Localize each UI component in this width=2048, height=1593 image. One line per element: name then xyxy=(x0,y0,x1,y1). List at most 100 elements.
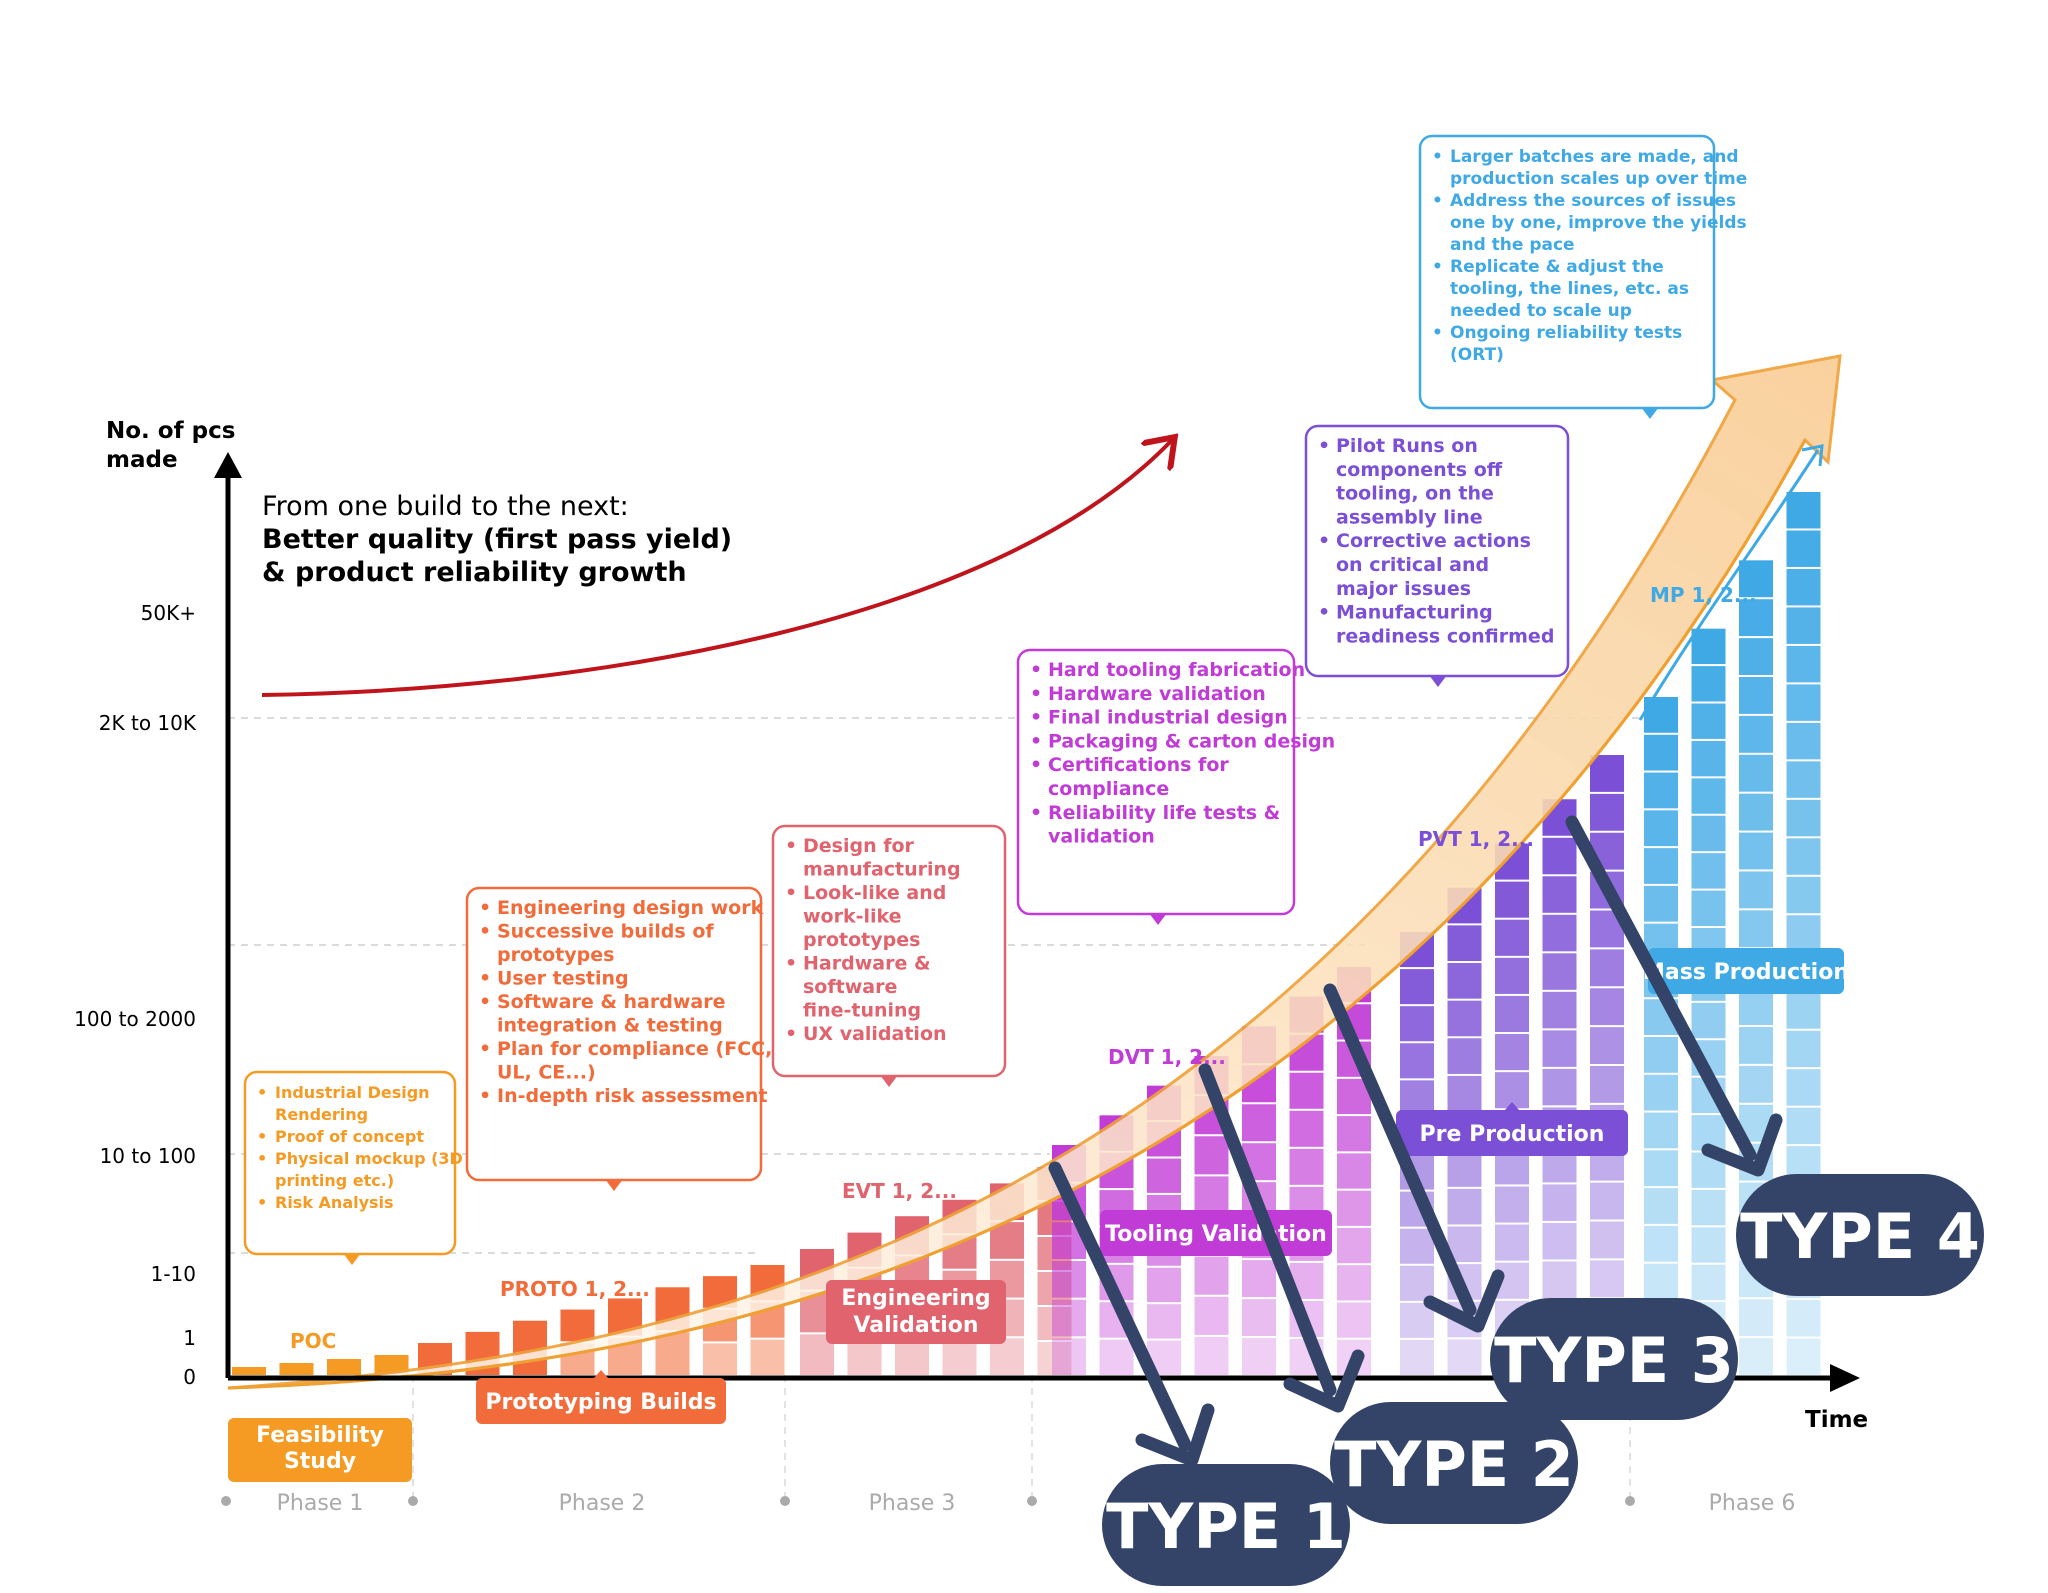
callout-tail xyxy=(1641,407,1659,419)
bar-segment xyxy=(1590,1066,1624,1103)
stage-pill-feasibility: Feasibility Study xyxy=(228,1418,412,1482)
bar-segment xyxy=(1542,914,1577,952)
bar-segment xyxy=(1542,1184,1577,1221)
bullet-dot: • xyxy=(1030,730,1042,752)
bar-segment xyxy=(1242,1338,1276,1375)
bar-segment xyxy=(1691,1264,1726,1301)
phase-label: Phase 2 xyxy=(559,1491,646,1516)
bullet-dot: • xyxy=(1432,191,1443,211)
bar-segment xyxy=(1590,1027,1624,1064)
bar-segment xyxy=(1194,1296,1229,1335)
bar-segment xyxy=(1786,799,1821,837)
type-badge-4: TYPE 4 xyxy=(1736,1174,1984,1296)
growth-note-line2: Better quality (first pass yield) xyxy=(262,524,732,555)
bullet-dot: • xyxy=(257,1193,267,1212)
bar-segment xyxy=(1194,1176,1229,1215)
bar-segment xyxy=(1786,1069,1821,1106)
bar-segment xyxy=(1691,815,1726,852)
bullet-dot: • xyxy=(785,953,797,975)
bar-segment xyxy=(1495,1186,1529,1223)
bar-segment xyxy=(655,1332,690,1375)
callout-bullet: Reliability life tests & validation xyxy=(1048,802,1280,848)
callout-bullet: Hardware validation xyxy=(1048,683,1266,705)
bar-segment xyxy=(1400,1006,1434,1042)
bar-segment xyxy=(1590,1260,1624,1298)
bar-segment xyxy=(1242,1299,1276,1337)
bar-segment xyxy=(1400,1265,1434,1301)
bar-segment xyxy=(1786,761,1821,798)
growth-note-line3: & product reliability growth xyxy=(262,557,687,588)
bar-segment xyxy=(1495,957,1529,994)
bar-segment xyxy=(1289,1148,1324,1185)
bar-segment xyxy=(1542,1030,1577,1067)
bullet-dot: • xyxy=(479,921,491,943)
bar-segment xyxy=(1739,1027,1773,1064)
bar-segment xyxy=(1644,1074,1678,1111)
bar-segment xyxy=(1400,1080,1434,1116)
bar-segment xyxy=(1590,949,1624,987)
bullet-dot: • xyxy=(1030,683,1042,705)
bar-segment xyxy=(1590,1221,1624,1259)
callout-feasibility-study: • Industrial Design Rendering • Proof of con… xyxy=(243,1070,463,1265)
bar-segment xyxy=(1037,1342,1072,1375)
bar-segment xyxy=(327,1359,361,1375)
bullet-dot: • xyxy=(257,1083,267,1102)
bar-segment xyxy=(1786,915,1821,952)
callout-bullet: Industrial Design Rendering xyxy=(275,1083,430,1124)
stage-callouts: • Industrial Design Rendering • Proof of con… xyxy=(243,134,1747,1265)
callout-box xyxy=(1418,134,1716,410)
bar-segment xyxy=(1786,992,1821,1029)
bar-segment xyxy=(1289,1072,1324,1109)
y-axis-title-line2: made xyxy=(106,447,178,473)
callout-bullet: Larger batches are made, and production s… xyxy=(1450,147,1747,189)
bullet-dot: • xyxy=(479,968,491,990)
callout-bullet: User testing xyxy=(497,968,629,990)
bar-segment xyxy=(1447,1000,1482,1037)
bar-segment xyxy=(1400,1228,1434,1264)
stage-label-feasibility-line2: Study xyxy=(284,1449,356,1474)
bar-segment xyxy=(1691,853,1726,889)
callout-mass-production: • Larger batches are made, and production … xyxy=(1418,134,1747,419)
bullet-dot: • xyxy=(1318,435,1330,457)
phase-label: Phase 6 xyxy=(1709,1491,1796,1516)
bullet-dot: • xyxy=(479,1038,491,1060)
bullet-dot: • xyxy=(1432,323,1443,343)
callout-bullet: Look-like and work-like prototypes xyxy=(803,882,946,951)
type-badge-2-label: TYPE 2 xyxy=(1334,1428,1574,1501)
bar-segment xyxy=(1644,848,1678,884)
bar-segment xyxy=(1786,492,1821,529)
bar-segment xyxy=(1337,1265,1371,1301)
bar-segment xyxy=(1147,1304,1181,1339)
bullet-dot: • xyxy=(1030,659,1042,681)
phase-labels: Phase 1 Phase 2 Phase 3 Phase 6 xyxy=(277,1491,1796,1516)
x-axis-title: Time xyxy=(1805,1407,1868,1433)
bar-segment xyxy=(1194,1336,1229,1375)
bullet-dot: • xyxy=(785,882,797,904)
bar-segment xyxy=(1447,1151,1482,1187)
bullet-dot: • xyxy=(1318,602,1330,624)
bar-segment xyxy=(1337,1116,1371,1152)
bar-segment xyxy=(1691,703,1726,739)
bar-segment xyxy=(1542,1261,1577,1298)
callout-bullet: Address the sources of issues one by one,… xyxy=(1450,191,1747,255)
bar-segment xyxy=(1337,1227,1371,1264)
bar-segment xyxy=(1786,838,1821,875)
callout-bullet: Corrective actions on critical and major i… xyxy=(1336,530,1531,600)
bar-segment xyxy=(1194,1136,1229,1175)
y-tick-label: 50K+ xyxy=(141,601,196,625)
bullet-dot: • xyxy=(257,1127,267,1146)
stage-pill-massproduction: Mass Production xyxy=(1643,948,1849,994)
bar-segment xyxy=(1495,1224,1529,1261)
bar-segment xyxy=(1786,607,1821,644)
callout-tail xyxy=(880,1075,898,1087)
bar-segment xyxy=(1739,638,1773,675)
bar-segment xyxy=(1739,793,1773,831)
build-label-evt: EVT 1, 2... xyxy=(842,1179,957,1203)
type-badge-1-label: TYPE 1 xyxy=(1106,1490,1346,1563)
callout-bullet: Plan for compliance (FCC, UL, CE...) xyxy=(497,1038,772,1084)
callout-engineering-validation: • Design for manufacturing • Look-like and wo… xyxy=(771,824,1007,1087)
bullet-dot: • xyxy=(785,835,797,857)
bar-segment xyxy=(750,1339,785,1375)
build-label-proto: PROTO 1, 2... xyxy=(500,1277,650,1301)
callout-bullet: UX validation xyxy=(803,1023,947,1045)
